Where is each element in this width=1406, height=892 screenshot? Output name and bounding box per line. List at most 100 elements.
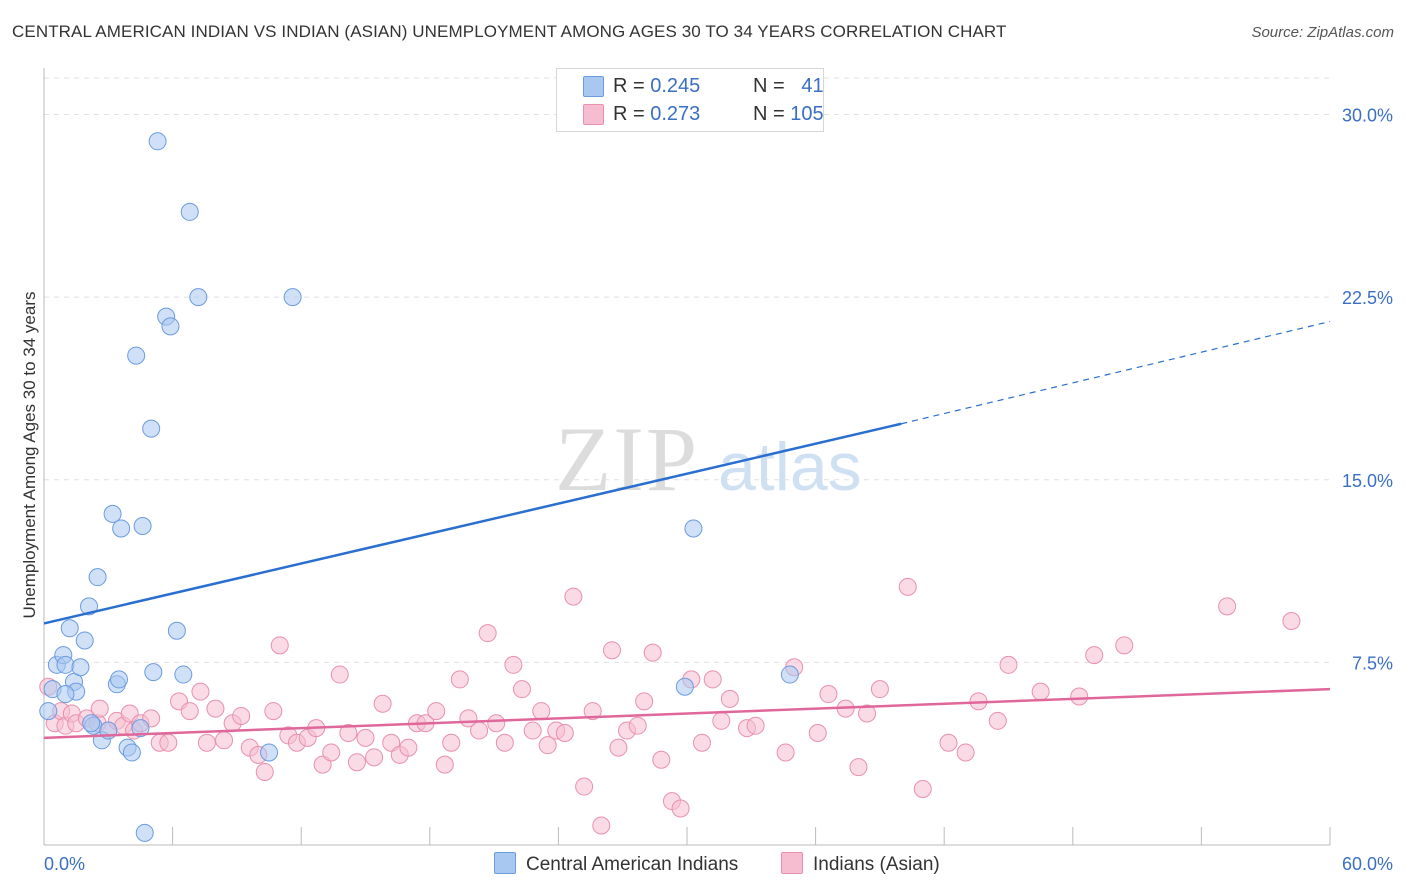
trend-line-central-american-indians <box>43 422 902 625</box>
watermark-atlas: atlas <box>718 429 862 505</box>
legend-n-value: 41 <box>801 75 824 97</box>
indians-asian-point <box>532 702 551 721</box>
central-american-indians-point <box>174 665 193 684</box>
central-american-indians-point <box>82 714 101 733</box>
indians-asian-point <box>264 702 283 721</box>
indians-asian-point <box>712 711 731 730</box>
indians-asian-point <box>90 699 109 718</box>
bottom-legend-label: Indians (Asian) <box>813 854 940 875</box>
indians-asian-point <box>450 670 469 689</box>
indians-asian-point <box>270 636 289 655</box>
bottom-legend-swatch-blue <box>494 852 516 874</box>
legend-swatch-pink <box>583 104 604 125</box>
grid-lines <box>44 77 1330 663</box>
bottom-legend-swatch-pink <box>781 852 803 874</box>
indians-asian-point <box>365 748 384 767</box>
indians-asian-point <box>819 685 838 704</box>
y-tick-label-2: 22.5% <box>1342 288 1393 308</box>
indians-asian-point <box>478 624 497 643</box>
bottom-legend-indians-asian: Indians (Asian) <box>781 852 940 876</box>
central-american-indians-point <box>260 743 279 762</box>
indians-asian-point <box>159 733 178 752</box>
central-american-indians-point <box>127 346 146 365</box>
correlation-legend: R = 0.245 N = 41 R = 0.273 N = 105 <box>556 68 824 132</box>
y-axis-label: Unemployment Among Ages 30 to 34 years <box>20 291 39 619</box>
x-tick-label-max: 60.0% <box>1342 854 1393 874</box>
legend-r-label: R = <box>613 75 645 97</box>
central-american-indians-point <box>684 519 703 538</box>
indians-asian-point <box>347 753 366 772</box>
central-american-indians-point <box>189 288 208 307</box>
series-central-american-indians-points <box>39 132 799 842</box>
chart-title: CENTRAL AMERICAN INDIAN VS INDIAN (ASIAN… <box>12 22 1007 41</box>
indians-asian-point <box>487 714 506 733</box>
x-tick-label-min: 0.0% <box>44 854 85 874</box>
indians-asian-point <box>1031 682 1050 701</box>
indians-asian-point <box>1218 597 1237 616</box>
central-american-indians-point <box>110 670 129 689</box>
indians-asian-point <box>609 738 628 757</box>
indians-asian-point <box>564 587 583 606</box>
indians-asian-point <box>858 704 877 723</box>
series-indians-asian-points <box>39 577 1301 835</box>
central-american-indians-point <box>112 519 131 538</box>
central-american-indians-point <box>180 202 199 221</box>
indians-asian-point <box>373 694 392 713</box>
indians-asian-point <box>703 670 722 689</box>
legend-swatch-blue <box>583 76 604 97</box>
indians-asian-point <box>870 680 889 699</box>
indians-asian-point <box>671 799 690 818</box>
indians-asian-point <box>776 743 795 762</box>
indians-asian-point <box>399 738 418 757</box>
indians-asian-point <box>898 577 917 596</box>
central-american-indians-point <box>131 719 150 738</box>
indians-asian-point <box>592 816 611 835</box>
legend-r-value: 0.273 <box>650 103 701 125</box>
indians-asian-point <box>575 777 594 796</box>
y-tick-labels: 7.5% 15.0% 22.5% 30.0% <box>1342 106 1393 674</box>
indians-asian-point <box>512 680 531 699</box>
indians-asian-point <box>720 689 739 708</box>
trend-line-central-american-indians-extension <box>901 320 1331 425</box>
central-american-indians-point <box>80 597 99 616</box>
indians-asian-point <box>988 711 1007 730</box>
indians-asian-point <box>180 702 199 721</box>
indians-asian-point <box>313 755 332 774</box>
central-american-indians-point <box>142 419 161 438</box>
central-american-indians-point <box>71 658 90 677</box>
indians-asian-point <box>232 706 251 725</box>
indians-asian-point <box>652 750 671 769</box>
indians-asian-point <box>628 716 647 735</box>
indians-asian-point <box>643 643 662 662</box>
legend-n-label: N = <box>753 103 785 125</box>
indians-asian-point <box>693 733 712 752</box>
indians-asian-point <box>913 779 932 798</box>
indians-asian-point <box>322 743 341 762</box>
indians-asian-point <box>555 723 574 742</box>
central-american-indians-point <box>161 317 180 336</box>
indians-asian-point <box>956 743 975 762</box>
indians-asian-point <box>215 731 234 750</box>
central-american-indians-point <box>103 504 122 523</box>
central-american-indians-point <box>144 663 163 682</box>
legend-n-label: N = <box>753 75 785 97</box>
watermark-zip: ZIP <box>555 408 699 510</box>
bottom-legend-label: Central American Indians <box>526 854 739 875</box>
central-american-indians-point <box>56 655 75 674</box>
indians-asian-point <box>939 733 958 752</box>
trend-lines <box>43 320 1331 740</box>
indians-asian-point <box>504 655 523 674</box>
bottom-legend-central-american-indians: Central American Indians <box>494 852 738 876</box>
indians-asian-point <box>495 733 514 752</box>
central-american-indians-point <box>88 568 107 587</box>
indians-asian-point <box>470 721 489 740</box>
indians-asian-point <box>1085 646 1104 665</box>
central-american-indians-point <box>148 132 167 151</box>
indians-asian-point <box>602 641 621 660</box>
indians-asian-point <box>197 733 216 752</box>
indians-asian-point <box>382 733 401 752</box>
indians-asian-point <box>849 758 868 777</box>
indians-asian-point <box>339 723 358 742</box>
indians-asian-point <box>808 723 827 742</box>
